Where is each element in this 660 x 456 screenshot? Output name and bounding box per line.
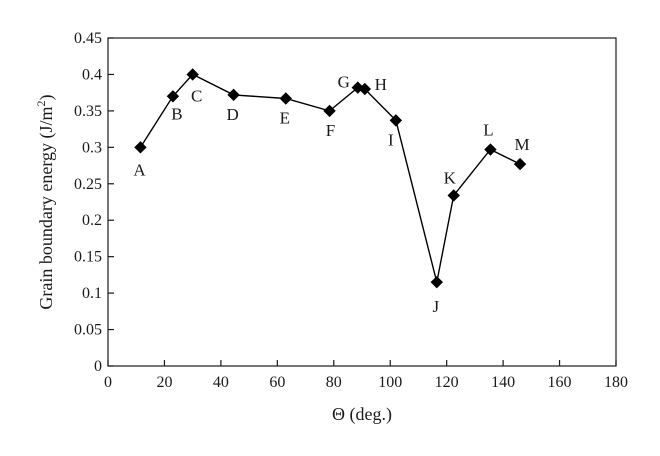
- point-label: G: [338, 73, 350, 92]
- y-tick-label: 0.15: [74, 249, 102, 266]
- data-point-marker: [323, 104, 336, 118]
- y-axis-ticks: 0 0.05 0.1 0.15 0.2 0.25 0.3 0.35 0.4 0.45: [74, 30, 114, 375]
- y-tick-label: 0.45: [74, 30, 102, 47]
- x-axis-title: Θ (deg.): [332, 404, 392, 425]
- y-tick-label: 0.4: [82, 66, 102, 83]
- point-label: E: [280, 108, 290, 127]
- x-tick-label: 40: [213, 374, 229, 391]
- data-point-marker: [227, 88, 240, 102]
- y-axis-title-main: Grain boundary energy (J/m: [36, 106, 57, 309]
- point-label: D: [226, 105, 238, 124]
- point-label: J: [432, 297, 439, 316]
- x-tick-label: 80: [326, 374, 342, 391]
- data-markers: [134, 68, 527, 289]
- data-point-marker: [358, 82, 372, 96]
- data-point-marker: [513, 157, 527, 171]
- x-tick-label: 20: [156, 374, 172, 391]
- y-axis-title-sup: 2: [34, 100, 48, 106]
- x-tick-label: 0: [104, 374, 112, 391]
- x-tick-label: 100: [378, 374, 402, 391]
- data-point-marker: [430, 275, 443, 289]
- x-tick-label: 120: [435, 374, 459, 391]
- data-point-marker: [447, 189, 460, 202]
- y-tick-label: 0.35: [74, 103, 102, 120]
- data-point-marker: [186, 68, 199, 81]
- data-point-marker: [484, 143, 497, 156]
- point-label: L: [483, 121, 493, 140]
- point-label: K: [444, 168, 457, 187]
- y-tick-label: 0: [94, 358, 102, 375]
- plot-frame: [107, 37, 617, 367]
- point-label: A: [133, 160, 146, 179]
- y-tick-label: 0.3: [82, 139, 102, 156]
- y-tick-label: 0.25: [74, 176, 102, 193]
- point-label: M: [514, 135, 529, 154]
- x-tick-label: 160: [548, 374, 572, 391]
- y-tick-label: 0.2: [82, 212, 102, 229]
- x-tick-label: 60: [269, 374, 285, 391]
- y-tick-label: 0.05: [74, 322, 102, 339]
- y-tick-label: 0.1: [82, 285, 102, 302]
- x-tick-label: 180: [604, 374, 628, 391]
- data-point-marker: [134, 141, 147, 154]
- point-label: C: [191, 86, 202, 105]
- point-label: B: [171, 104, 182, 123]
- y-axis-title: Grain boundary energy (J/m2): [34, 94, 57, 309]
- point-label: H: [375, 75, 387, 94]
- data-point-marker: [389, 114, 403, 127]
- x-axis-ticks: 0 20 40 60 80 100 120 140 160 180: [104, 360, 628, 391]
- data-point-marker: [279, 92, 292, 105]
- x-tick-label: 140: [491, 374, 515, 391]
- point-label: I: [388, 130, 394, 149]
- y-axis-title-close: ): [36, 94, 57, 100]
- point-label: F: [326, 121, 335, 140]
- data-point-marker: [166, 90, 180, 103]
- point-labels: A BC D E F G H I J K L M: [133, 73, 529, 317]
